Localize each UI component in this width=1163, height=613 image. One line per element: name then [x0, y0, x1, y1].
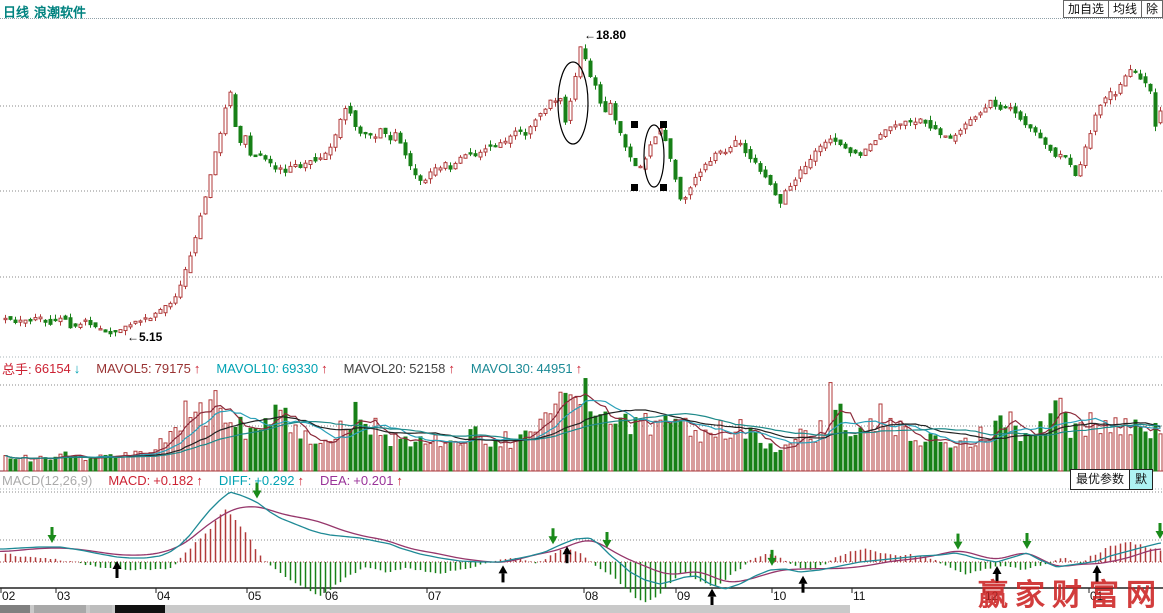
titlebar-button-均线[interactable]: 均线	[1107, 0, 1141, 18]
x-axis-label: 09	[677, 589, 691, 603]
mavol-label: MAVOL10:	[216, 360, 279, 376]
up-arrow-icon: ↑	[193, 360, 201, 376]
macd-item: DEA: +0.201 ↑	[320, 473, 403, 488]
macd-formula: MACD(12,26,9)	[2, 472, 93, 488]
up-arrow-icon: ↑	[321, 360, 328, 376]
up-arrow-icon: ↑	[448, 360, 455, 376]
left-arrow-icon: ←	[584, 28, 596, 42]
mavol-value: 79175	[154, 360, 191, 376]
macd-label: DIFF:	[218, 472, 252, 488]
x-axis-label: 11	[853, 589, 866, 603]
macd-items: MACD: +0.182 ↑ DIFF: +0.292 ↑ DEA: +0.201 ↑	[108, 473, 403, 488]
low-price-annotation: ←5.15	[127, 330, 162, 344]
up-arrow-icon: ↑	[575, 360, 583, 376]
up-arrow-icon: ↑	[297, 472, 304, 488]
mavol-item: MAVOL20: 52158 ↑	[344, 361, 455, 376]
volume-indicator-header: 总手: 66154 ↓ MAVOL5: 79175 ↑ MAVOL10: 69330 ↑ M…	[2, 359, 1162, 378]
total-volume-value: 66154	[34, 360, 71, 376]
macd-label: MACD:	[108, 472, 151, 488]
footer-button-default[interactable]: 默	[1130, 469, 1154, 490]
mavol-item: MAVOL30: 44951 ↑	[471, 361, 582, 376]
x-axis-label: 04	[157, 589, 171, 603]
mavol-label: MAVOL30:	[470, 360, 534, 376]
macd-value: +0.182	[153, 472, 194, 488]
scrollbar-track[interactable]	[0, 605, 850, 613]
horizontal-scrollbar[interactable]	[0, 605, 1163, 613]
total-volume-label: 总手:	[2, 361, 32, 377]
titlebar-button-加自选[interactable]: 加自选	[1062, 0, 1108, 18]
x-axis-label: 05	[248, 589, 262, 603]
x-axis-label: 08	[585, 589, 599, 603]
stock-name: 浪潮软件	[34, 5, 87, 20]
titlebar-buttons: 加自选 均线除	[1062, 0, 1163, 18]
period-label: 日线	[3, 5, 30, 20]
scrollbar-thumb[interactable]	[115, 605, 165, 613]
high-price-value: 18.80	[596, 28, 627, 42]
mavol-value: 52158	[409, 360, 446, 376]
footer-button-optimal-params[interactable]: 最优参数	[1070, 469, 1131, 490]
x-axis-label: 06	[325, 589, 339, 603]
high-price-annotation: ←18.80	[584, 28, 626, 42]
macd-value: +0.201	[353, 472, 394, 488]
macd-indicator-header: MACD(12,26,9) MACD: +0.182 ↑ DIFF: +0.292 ↑ DE…	[2, 472, 1162, 488]
watermark: 赢家财富网	[978, 578, 1163, 613]
total-volume: 总手: 66154 ↓	[2, 359, 80, 378]
macd-label: DEA:	[319, 472, 351, 488]
x-axis-label: 10	[773, 589, 787, 603]
up-arrow-icon: ↑	[396, 472, 403, 488]
mavol-value: 69330	[281, 360, 319, 376]
low-price-value: 5.15	[139, 330, 163, 344]
x-axis-label: 03	[57, 589, 71, 603]
x-axis-label: 02	[2, 589, 16, 603]
titlebar-button-除[interactable]: 除	[1140, 0, 1163, 18]
down-arrow-icon: ↓	[73, 360, 81, 376]
x-axis-label: 01	[1090, 589, 1104, 603]
up-arrow-icon: ↑	[196, 472, 203, 488]
mavol-item: MAVOL5: 79175 ↑	[96, 361, 200, 376]
mavol-label: MAVOL20:	[343, 360, 407, 376]
parameter-buttons: 最优参数默	[1070, 469, 1154, 490]
mavol-label: MAVOL5:	[96, 360, 152, 376]
scrollbar-segment[interactable]	[90, 605, 112, 613]
mavol-value: 44951	[536, 360, 573, 376]
macd-item: MACD: +0.182 ↑	[108, 473, 203, 488]
mavol-items: MAVOL5: 79175 ↑ MAVOL10: 69330 ↑ MAVOL20: 52158…	[96, 361, 582, 376]
mavol-item: MAVOL10: 69330 ↑	[216, 361, 327, 376]
scrollbar-segment[interactable]	[0, 605, 30, 613]
macd-value: +0.292	[254, 472, 295, 488]
left-arrow-icon: ←	[127, 330, 139, 344]
x-axis-label: 12	[985, 589, 999, 603]
title-bar: 日线 浪潮软件 加自选 均线除	[0, 0, 1163, 20]
scrollbar-segment[interactable]	[34, 605, 86, 613]
macd-item: DIFF: +0.292 ↑	[219, 473, 304, 488]
x-axis-labels: 02 03 04 05 06 07 08 09 10 11 12 01	[0, 589, 1163, 604]
x-axis-label: 07	[428, 589, 442, 603]
